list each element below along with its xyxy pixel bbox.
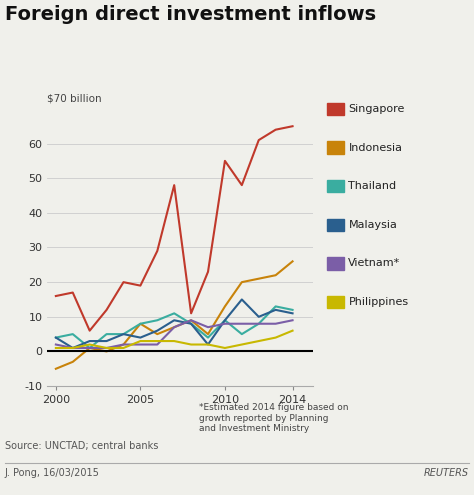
Text: Foreign direct investment inflows: Foreign direct investment inflows [5,5,376,24]
Text: $70 billion: $70 billion [47,94,102,103]
Text: Thailand: Thailand [348,181,397,191]
Text: Singapore: Singapore [348,104,405,114]
Text: Indonesia: Indonesia [348,143,402,152]
Text: *Estimated 2014 figure based on
growth reported by Planning
and Investment Minis: *Estimated 2014 figure based on growth r… [199,403,348,433]
Text: J. Pong, 16/03/2015: J. Pong, 16/03/2015 [5,468,100,478]
Text: Malaysia: Malaysia [348,220,397,230]
Text: Source: UNCTAD; central banks: Source: UNCTAD; central banks [5,441,158,450]
Text: REUTERS: REUTERS [424,468,469,478]
Text: Vietnam*: Vietnam* [348,258,401,268]
Text: Philippines: Philippines [348,297,409,307]
